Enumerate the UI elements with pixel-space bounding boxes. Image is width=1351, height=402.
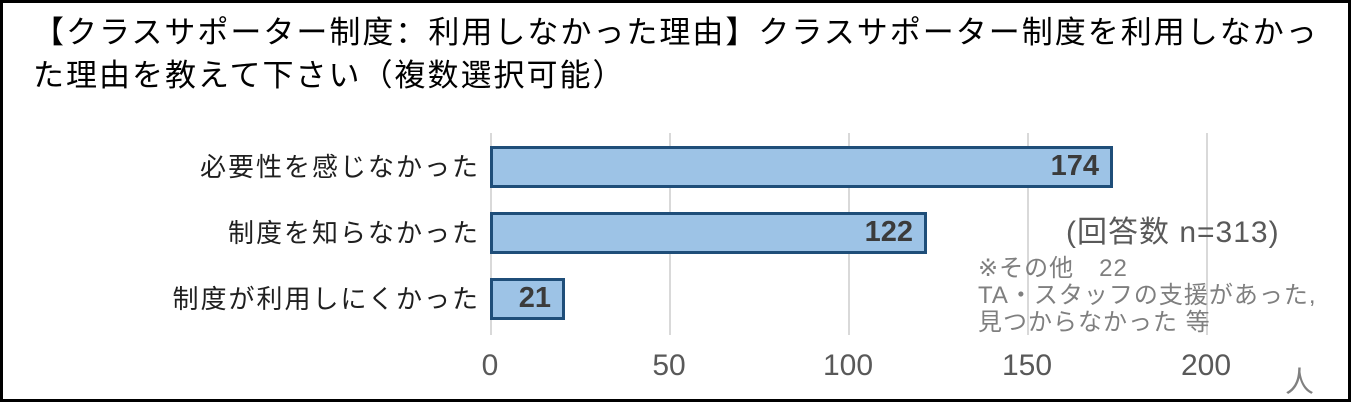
- other-responses-note: ※その他 22 TA・スタッフの支援があった, 見つからなかった 等: [978, 255, 1317, 336]
- bar: 174: [490, 146, 1113, 188]
- other-note-line-1: ※その他 22: [978, 255, 1128, 282]
- gridline: [1206, 133, 1208, 335]
- bar-value-label: 21: [518, 282, 551, 314]
- chart-title: 【クラスサポーター制度：利用しなかった理由】クラスサポーター制度を利用しなかった…: [33, 15, 1319, 93]
- other-note-line-3: 見つからなかった 等: [978, 309, 1211, 336]
- bar-value-label: 174: [1050, 150, 1099, 182]
- x-tick-label: 200: [1180, 349, 1232, 382]
- category-label: 必要性を感じなかった: [199, 152, 480, 182]
- x-tick-label: 100: [822, 349, 874, 382]
- bar: 21: [490, 278, 565, 320]
- bar: 122: [490, 212, 927, 254]
- x-axis-unit-label: 人: [1285, 367, 1315, 399]
- response-count-note: (回答数 n=313): [1066, 216, 1280, 249]
- x-tick-label: 50: [652, 349, 686, 382]
- gridline: [1027, 133, 1029, 335]
- bar-value-label: 122: [864, 216, 913, 248]
- x-tick-label: 0: [481, 349, 499, 382]
- x-tick-label: 150: [1001, 349, 1053, 382]
- other-note-line-2: TA・スタッフの支援があった,: [978, 282, 1317, 309]
- category-label: 制度が利用しにくかった: [172, 284, 480, 314]
- category-label: 制度を知らなかった: [227, 218, 480, 248]
